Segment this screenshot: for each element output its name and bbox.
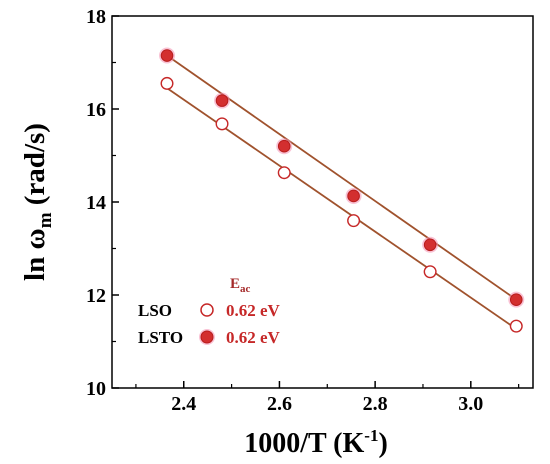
point-lso [160, 76, 174, 90]
y-axis-title: ln ωm (rad/s) [19, 123, 56, 281]
legend-marker-lso [200, 303, 214, 317]
point-lso [215, 117, 229, 131]
points-layer [159, 47, 525, 333]
y-tick-label: 18 [86, 6, 106, 28]
legend-label-lso: LSO [138, 301, 172, 320]
point-lsto [215, 94, 229, 107]
point-lso [347, 214, 361, 228]
point-lso [509, 319, 523, 333]
point-lsto [277, 139, 291, 153]
point-lsto [509, 293, 523, 306]
y-tick-label: 12 [86, 285, 106, 307]
point-lso [423, 265, 437, 279]
x-axis-title: 1000/T (K-1) [244, 426, 388, 459]
ticks-layer: 2.4 2.6 2.8 3.0 10 12 14 16 18 [86, 6, 520, 415]
legend-value-lso: 0.62 eV [226, 301, 281, 320]
legend-marker-lsto [200, 330, 214, 344]
point-lsto [160, 49, 174, 62]
point-lso [277, 166, 291, 180]
point-lsto [423, 238, 437, 252]
y-tick-label: 16 [86, 99, 106, 121]
x-tick-label: 2.4 [171, 393, 196, 415]
x-tick-label: 2.8 [363, 393, 388, 415]
x-tick-label: 3.0 [458, 393, 483, 415]
legend: Eac LSO 0.62 eV LSTO 0.62 eV [138, 276, 281, 347]
y-tick-label: 14 [86, 192, 106, 214]
y-tick-label: 10 [86, 378, 106, 400]
legend-header: Eac [230, 276, 251, 295]
point-lsto [347, 189, 360, 203]
legend-label-lsto: LSTO [138, 328, 183, 347]
fit-line-lsto [166, 54, 517, 301]
x-tick-label: 2.6 [267, 393, 292, 415]
legend-value-lsto: 0.62 eV [226, 328, 281, 347]
